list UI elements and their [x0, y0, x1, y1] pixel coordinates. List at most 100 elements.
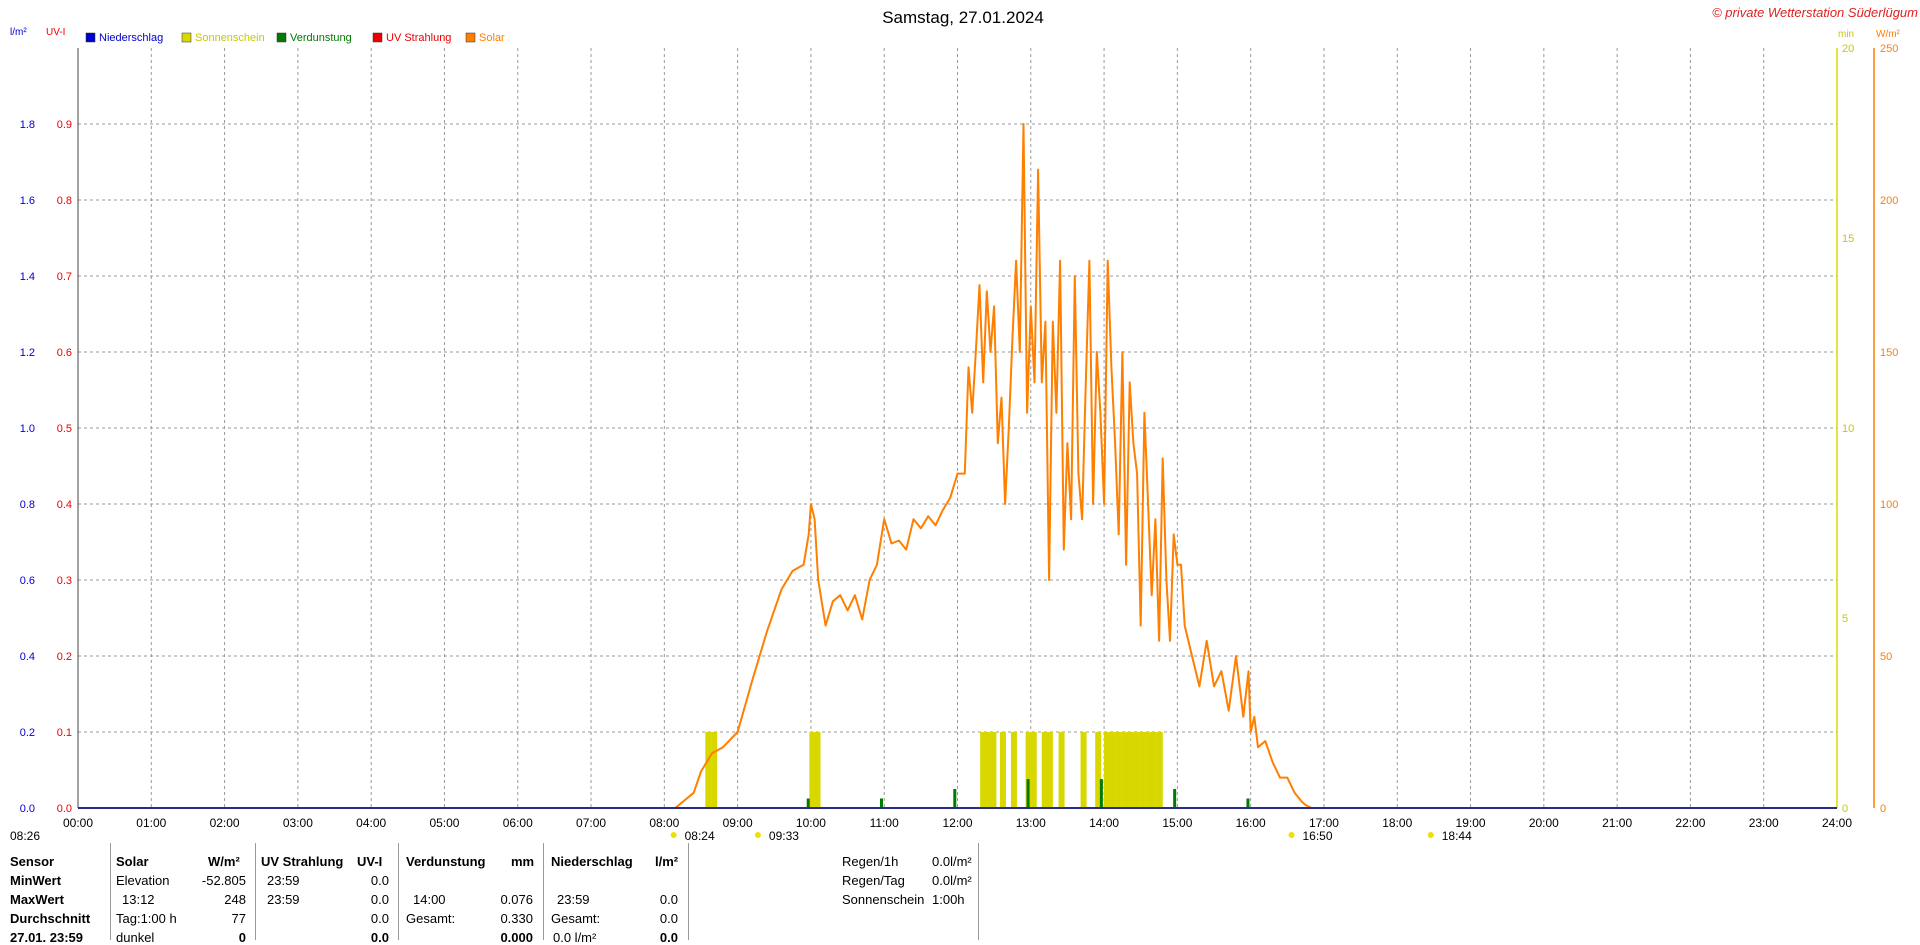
x-tick-label: 01:00 — [136, 816, 166, 830]
solar-tick-label: 250 — [1880, 43, 1898, 55]
solar-line — [674, 123, 1312, 809]
rain-max-value: 0.0 — [659, 892, 678, 907]
x-tick-label: 13:00 — [1016, 816, 1046, 830]
sunshine-bar — [705, 732, 712, 808]
solar-avg-label: Tag:1:00 h — [116, 911, 177, 926]
legend-swatch — [465, 32, 476, 43]
legend-label: Sonnenschein — [195, 32, 265, 44]
uv-avg-value: 0.0 — [370, 911, 389, 926]
sunshine-bar — [711, 732, 718, 808]
sunshine-bar — [1150, 732, 1157, 808]
x-tick-label: 24:00 — [1822, 816, 1852, 830]
sunshine-bar — [999, 732, 1006, 808]
sunshine-bar — [1109, 732, 1116, 808]
evaporation-bar — [1173, 789, 1177, 808]
solar-max-value: 248 — [224, 892, 246, 907]
time-markers: 08:26 08:24 09:33 16:50 18:44 — [10, 829, 1472, 843]
x-tick-label: 18:00 — [1382, 816, 1412, 830]
chart-legend: Niederschlag Sonnenschein Verdunstung UV St… — [85, 32, 505, 44]
legend-label: Niederschlag — [99, 32, 163, 44]
chart-grid — [78, 48, 1837, 808]
uv-tick-label: 0.6 — [57, 347, 72, 359]
evaporation-bars — [806, 779, 1250, 808]
rain-tick-label: 1.0 — [20, 423, 35, 435]
evap-total-value: 0.330 — [500, 911, 533, 926]
rain-tick-label: 0.4 — [20, 651, 35, 663]
solar-tick-label: 50 — [1880, 651, 1892, 663]
sun-marker-icon — [754, 832, 761, 838]
sun-marker-icon — [1288, 832, 1295, 838]
legend-swatch — [181, 32, 192, 43]
x-tick-label: 12:00 — [942, 816, 972, 830]
rain-tick-label: 0.6 — [20, 575, 35, 587]
x-tick-label: 03:00 — [283, 816, 313, 830]
time-marker-label: 18:44 — [1442, 829, 1472, 843]
sunshine-bar — [1121, 732, 1128, 808]
uv-tick-label: 0.1 — [57, 727, 72, 739]
uv-tick-label: 0.7 — [57, 271, 72, 283]
solar-tick-label: 0 — [1880, 803, 1886, 815]
x-tick-label: 06:00 — [503, 816, 533, 830]
time-marker-label: 09:33 — [769, 829, 799, 843]
solar-min-value: -52.805 — [201, 873, 246, 888]
sunshine-bar — [814, 732, 821, 808]
uv-unit: UV-I — [357, 854, 383, 869]
solar-tick-label: 200 — [1880, 195, 1898, 207]
x-tick-label: 11:00 — [870, 816, 899, 830]
rain-total-label: Gesamt: — [551, 911, 601, 926]
evaporation-bar — [1026, 779, 1030, 808]
rain-tick-label: 0.0 — [20, 803, 35, 815]
sunshine-bar — [1058, 732, 1065, 808]
sunshine-bars — [705, 732, 1163, 808]
table-divider — [110, 843, 111, 940]
evap-max-value: 0.076 — [500, 892, 533, 907]
sunshine-bar — [1025, 732, 1032, 808]
solar-series-line — [674, 123, 1312, 809]
solar-tick-label: 150 — [1880, 347, 1898, 359]
uv-max-value: 0.0 — [370, 892, 389, 907]
rain-axis-unit: l/m² — [10, 27, 27, 38]
evap-unit: mm — [511, 854, 535, 869]
sunshine-bar — [1127, 732, 1134, 808]
solar-unit: W/m² — [208, 854, 240, 869]
rain-unit: l/m² — [655, 854, 679, 869]
copyright-text: © private Wetterstation Süderlügum — [1712, 5, 1918, 20]
uv-current-value: 0.0 — [370, 930, 389, 945]
sunshine-bar — [1133, 732, 1140, 808]
evaporation-bar — [1246, 798, 1250, 808]
sun-marker-icon — [1427, 832, 1434, 838]
table-divider — [978, 843, 979, 940]
x-tick-label: 07:00 — [576, 816, 606, 830]
solar-min-label: Elevation — [116, 873, 170, 888]
x-tick-label: 20:00 — [1529, 816, 1559, 830]
total-rain-day-label: Regen/Tag — [842, 873, 905, 888]
sunshine-bar — [1104, 732, 1111, 808]
uv-tick-label: 0.5 — [57, 423, 72, 435]
sunshine-bar — [990, 732, 997, 808]
uv-max-time: 23:59 — [267, 892, 300, 907]
table-divider — [543, 843, 544, 940]
sunshine-bar — [1115, 732, 1122, 808]
x-tick-label: 16:00 — [1236, 816, 1266, 830]
rain-header: Niederschlag — [551, 854, 633, 869]
rain-tick-label: 1.8 — [20, 119, 35, 131]
sunshine-tick-label: 15 — [1842, 233, 1854, 245]
solar-current-label: dunkel — [116, 930, 155, 945]
x-tick-label: 14:00 — [1089, 816, 1119, 830]
legend-label: UV Strahlung — [386, 32, 451, 44]
sensor-header: Sensor — [10, 854, 55, 869]
rain-current-value: 0.0 — [659, 930, 678, 945]
evaporation-bar — [953, 789, 957, 808]
solar-header: Solar — [116, 854, 149, 869]
time-marker-label: 08:26 — [10, 829, 40, 843]
legend-label: Solar — [479, 32, 505, 44]
table-divider — [255, 843, 256, 940]
rain-max-time: 23:59 — [557, 892, 590, 907]
sunshine-bar — [1156, 732, 1163, 808]
x-tick-label: 17:00 — [1309, 816, 1339, 830]
evaporation-bar — [1099, 779, 1103, 808]
table-divider — [398, 843, 399, 940]
x-tick-label: 15:00 — [1162, 816, 1192, 830]
sunshine-bar — [985, 732, 992, 808]
rain-current-label: 0.0 l/m² — [553, 930, 597, 945]
